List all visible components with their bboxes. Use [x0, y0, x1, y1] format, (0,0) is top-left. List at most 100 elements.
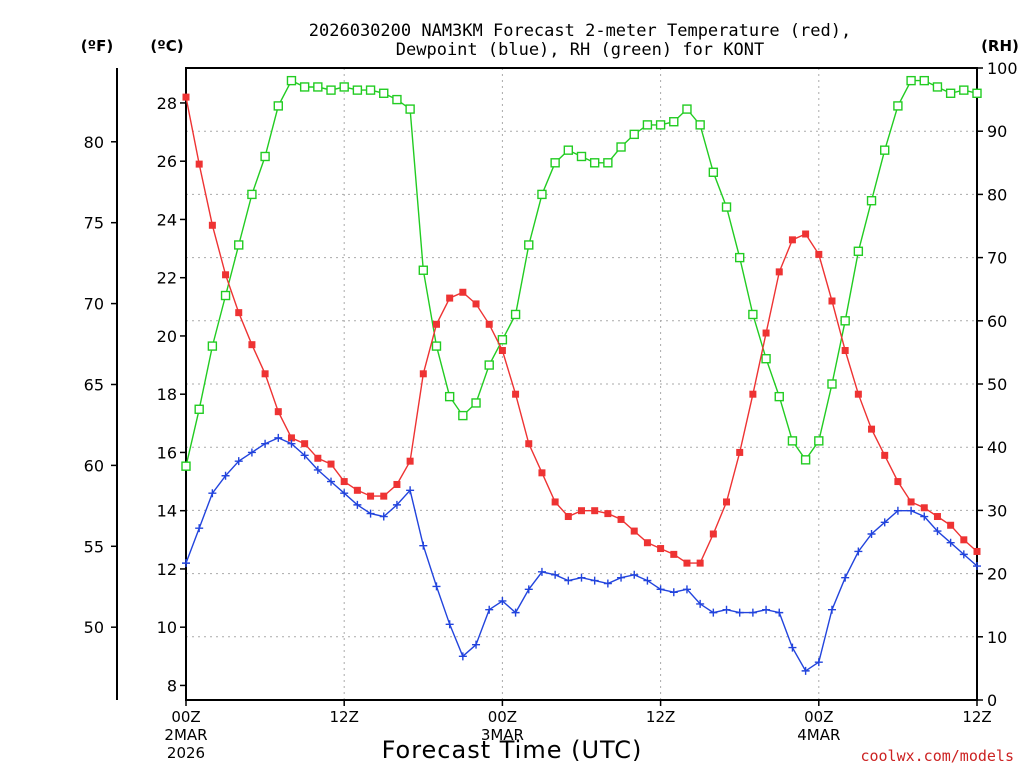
dewpoint-point	[959, 550, 968, 559]
dewpoint-point	[656, 585, 665, 594]
rh-point	[194, 404, 204, 414]
rh-point	[220, 290, 231, 301]
dewpoint-point	[630, 570, 639, 579]
temperature-point	[485, 320, 493, 328]
rh-point	[800, 455, 811, 465]
dewpoint-point	[762, 605, 771, 614]
dewpoint-point	[564, 576, 573, 585]
dewpoint-point	[841, 573, 850, 582]
rh-point	[234, 240, 244, 250]
dewpoint-point	[643, 576, 652, 585]
celsius-unit-label: (ºC)	[150, 37, 183, 55]
rh-point	[708, 167, 719, 177]
dewpoint-point	[261, 439, 270, 448]
temperature-point	[775, 268, 783, 276]
dewpoint-point	[221, 471, 230, 480]
temperature-point	[353, 486, 361, 494]
temperature-point	[446, 294, 454, 302]
rh-point	[273, 101, 283, 111]
dewpoint-point	[920, 512, 929, 521]
fahrenheit-tick-label: 75	[84, 214, 104, 233]
rh-point	[655, 120, 666, 130]
temperature-point	[947, 521, 955, 529]
dewpoint-point	[182, 559, 190, 568]
rh-point	[352, 85, 363, 95]
dewpoint-point	[590, 576, 599, 585]
rh-point	[392, 94, 402, 105]
chart-title-line-2: Dewpoint (blue), RH (green) for KONT	[396, 40, 764, 60]
temperature-point	[657, 545, 665, 553]
temperature-point	[643, 539, 651, 547]
dewpoint-point	[353, 500, 362, 509]
rh-tick-label: 40	[987, 438, 1007, 457]
temperature-point	[591, 507, 599, 515]
rh-point	[576, 151, 587, 162]
fahrenheit-unit-label: (ºF)	[81, 37, 113, 55]
time-tick-label: 12Z	[330, 708, 359, 726]
rh-tick-label: 20	[987, 565, 1007, 584]
rh-tick-label: 70	[987, 249, 1007, 268]
temperature-point	[314, 454, 322, 462]
celsius-tick-label: 20	[157, 327, 177, 346]
rh-point	[853, 246, 864, 256]
dewpoint-point	[933, 527, 942, 536]
rh-point	[550, 158, 560, 168]
temperature-point	[182, 93, 190, 101]
dewpoint-point	[432, 582, 441, 591]
rh-point	[695, 120, 705, 130]
temperature-point	[235, 309, 243, 317]
rh-point	[906, 75, 916, 86]
rh-point	[748, 309, 758, 320]
temperature-point	[933, 513, 941, 521]
rh-point	[603, 158, 613, 168]
temperature-point	[287, 434, 295, 442]
temperature-point	[208, 221, 216, 229]
temperature-point	[419, 370, 427, 378]
rh-point	[537, 189, 547, 200]
temperature-point	[406, 457, 414, 465]
rh-point	[616, 142, 626, 152]
dewpoint-point	[524, 585, 533, 594]
rh-point	[669, 117, 679, 127]
fahrenheit-ticks: 50 55 60 65 70 75 80	[84, 133, 117, 637]
temperature-point	[696, 559, 704, 567]
temperature-point	[538, 469, 546, 477]
rh-point	[313, 82, 323, 92]
temperature-point	[578, 507, 585, 515]
dewpoint-point	[867, 529, 876, 538]
dewpoint-point	[208, 489, 217, 498]
rh-tick-label: 80	[987, 185, 1007, 204]
rh-tick-label: 100	[987, 59, 1018, 78]
rh-point	[510, 309, 521, 320]
rh-ticks: 0 10 20 30 40 50 60 70 80 90 100	[977, 59, 1018, 710]
rh-series	[181, 75, 982, 471]
temperature-point	[248, 341, 256, 349]
rh-point	[458, 410, 468, 421]
celsius-tick-label: 26	[157, 152, 177, 171]
time-tick-label: 00Z	[171, 708, 200, 726]
rh-unit-label: (RH)	[981, 37, 1019, 55]
temperature-point	[749, 390, 757, 398]
time-tick-label: 00Z	[488, 708, 517, 726]
temperature-point	[788, 236, 796, 244]
temperature-point	[472, 300, 480, 308]
rh-point	[932, 82, 943, 92]
rh-point	[629, 129, 639, 140]
dewpoint-point	[485, 605, 494, 614]
temperature-point	[432, 320, 440, 328]
rh-point	[405, 104, 415, 114]
temperature-point	[380, 492, 388, 500]
celsius-ticks: 8 10 12 14 16 18 20 22 24 26 28	[157, 94, 186, 695]
temperature-point	[604, 510, 612, 518]
rh-point	[181, 461, 191, 471]
dewpoint-point	[788, 643, 797, 652]
temperature-point	[301, 440, 309, 448]
dewpoint-series	[182, 433, 981, 675]
temperature-point	[828, 297, 836, 305]
celsius-tick-label: 24	[157, 210, 177, 229]
rh-point	[444, 391, 455, 402]
rh-tick-label: 60	[987, 312, 1007, 331]
temperature-point	[920, 504, 928, 512]
temperature-point	[327, 460, 335, 468]
dewpoint-point	[880, 518, 889, 527]
